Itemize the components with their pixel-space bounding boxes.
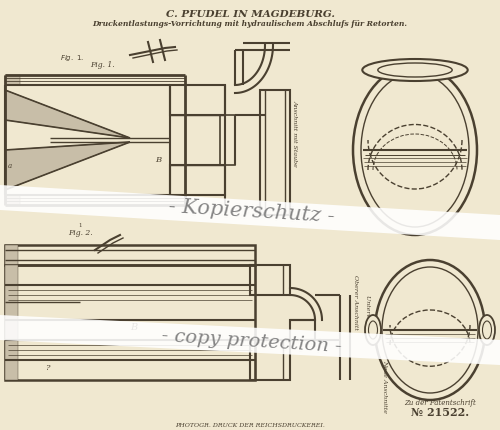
- Text: $\it{Fig.}$ 1.: $\it{Fig.}$ 1.: [60, 53, 84, 63]
- Text: Anschnitt mit Staube: Anschnitt mit Staube: [292, 100, 298, 167]
- Bar: [5, 245, 255, 265]
- Text: Fig. 1.: Fig. 1.: [90, 61, 114, 69]
- Bar: [5, 265, 255, 380]
- Bar: [250, 265, 290, 295]
- Bar: [170, 85, 225, 115]
- Bar: [250, 340, 290, 380]
- Text: - copy protection -: - copy protection -: [162, 328, 342, 356]
- Text: B: B: [130, 323, 137, 332]
- Text: a: a: [8, 162, 12, 170]
- Polygon shape: [5, 90, 130, 138]
- Text: Untere Staube: Untere Staube: [366, 295, 370, 341]
- Polygon shape: [5, 195, 20, 205]
- Text: № 21522.: № 21522.: [411, 407, 469, 418]
- Ellipse shape: [479, 315, 495, 345]
- Polygon shape: [5, 245, 18, 265]
- Polygon shape: [0, 185, 500, 240]
- Polygon shape: [5, 75, 20, 85]
- Text: - Kopierschutz -: - Kopierschutz -: [168, 197, 336, 227]
- Text: Oberer Anschnitt: Oberer Anschnitt: [352, 275, 358, 330]
- Text: 1: 1: [78, 223, 82, 228]
- Bar: [260, 90, 290, 215]
- Ellipse shape: [365, 315, 381, 345]
- Text: Druckentlastungs-Vorrichtung mit hydraulischem Abschlufs für Retorten.: Druckentlastungs-Vorrichtung mit hydraul…: [92, 20, 407, 28]
- Text: B: B: [155, 156, 161, 164]
- Text: ?: ?: [45, 364, 50, 372]
- Text: Fig. 2.: Fig. 2.: [68, 229, 92, 237]
- Polygon shape: [5, 265, 18, 380]
- Polygon shape: [5, 142, 130, 190]
- Bar: [220, 115, 235, 165]
- Text: Zu der Patentschrift: Zu der Patentschrift: [404, 399, 476, 407]
- Text: PHOTOGR. DRUCK DER REICHSDRUCKEREI.: PHOTOGR. DRUCK DER REICHSDRUCKEREI.: [175, 423, 325, 428]
- Polygon shape: [0, 315, 500, 365]
- Ellipse shape: [362, 59, 468, 81]
- Bar: [290, 320, 315, 340]
- Text: Neue Anschnitte: Neue Anschnitte: [382, 360, 388, 413]
- Text: C. PFUDEL IN MAGDEBURG.: C. PFUDEL IN MAGDEBURG.: [166, 10, 334, 19]
- Bar: [170, 165, 225, 195]
